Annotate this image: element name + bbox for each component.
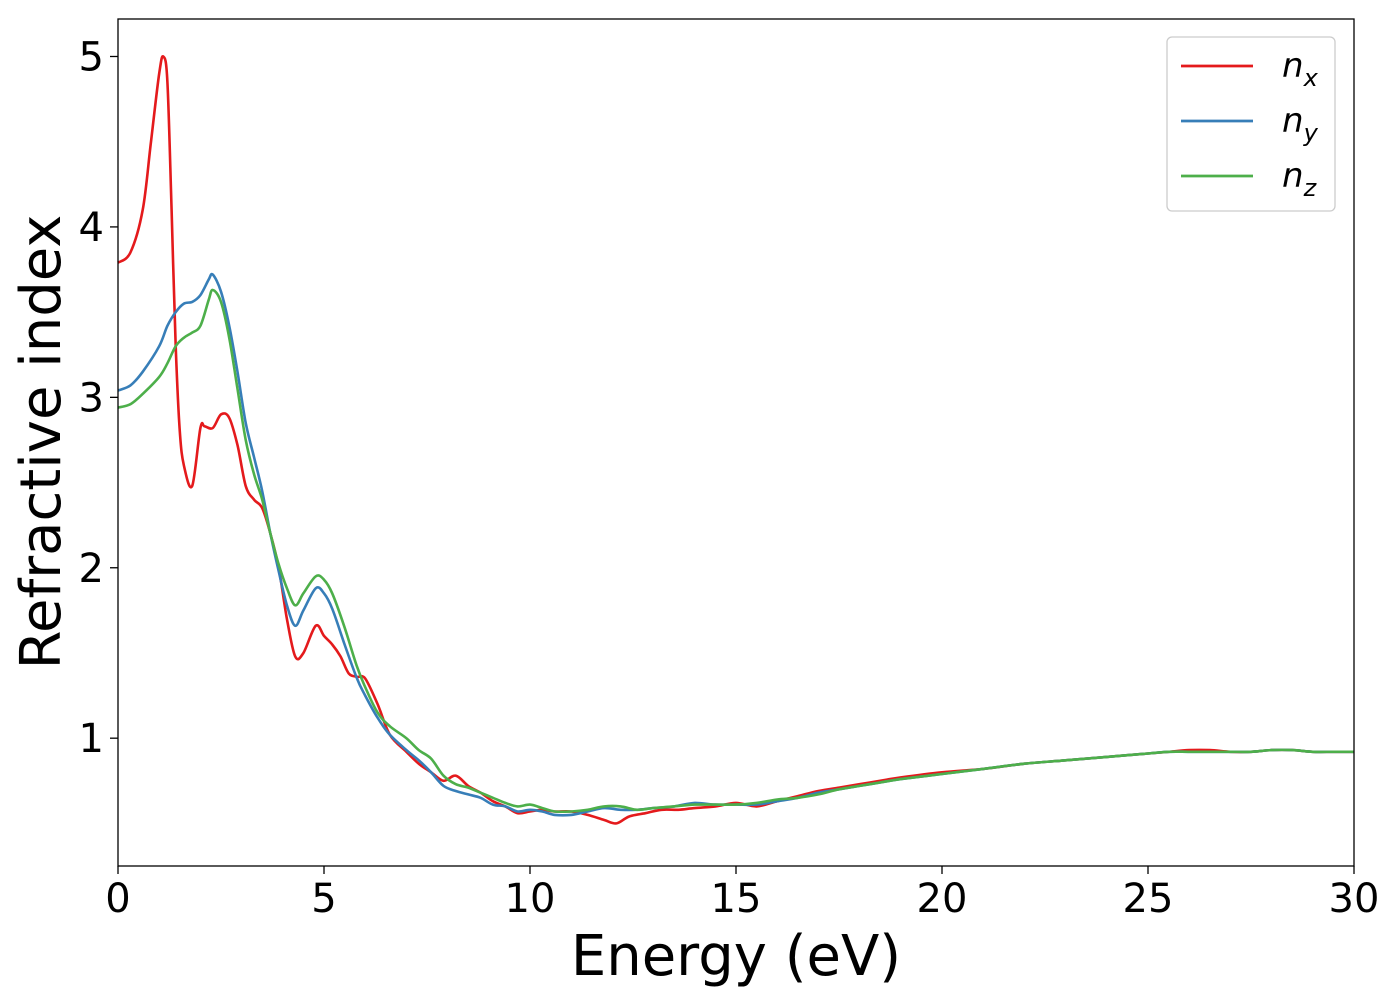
y-tick-label: 1 bbox=[79, 716, 104, 762]
axes-layer: 0 5 10 15 20 25 30 1 2 3 4 5 bbox=[79, 18, 1380, 922]
series-line-n-z bbox=[117, 288, 1354, 814]
y-tick-label: 5 bbox=[79, 34, 104, 80]
y-tick-label: 2 bbox=[79, 546, 104, 592]
y-tick-label: 4 bbox=[79, 205, 104, 251]
x-tick-label: 20 bbox=[917, 876, 968, 922]
y-tick-label: 3 bbox=[79, 375, 104, 421]
legend: nx ny nz bbox=[1166, 36, 1336, 212]
legend-box bbox=[1166, 36, 1336, 212]
x-tick-label: 0 bbox=[105, 876, 130, 922]
y-axis-label: Refractive index bbox=[9, 215, 74, 670]
legend-label-y: ny bbox=[1282, 101, 1319, 147]
x-tick-label: 30 bbox=[1329, 876, 1380, 922]
x-tick-label: 25 bbox=[1123, 876, 1174, 922]
x-tick-label: 5 bbox=[311, 876, 336, 922]
x-axis-label: Energy (eV) bbox=[571, 924, 901, 989]
series-line-n-y bbox=[117, 272, 1354, 817]
legend-label-x: nx bbox=[1282, 46, 1319, 92]
x-tick-label: 15 bbox=[711, 876, 762, 922]
series-layer bbox=[117, 54, 1354, 825]
x-tick-label: 10 bbox=[505, 876, 556, 922]
legend-label-z: nz bbox=[1282, 156, 1318, 202]
